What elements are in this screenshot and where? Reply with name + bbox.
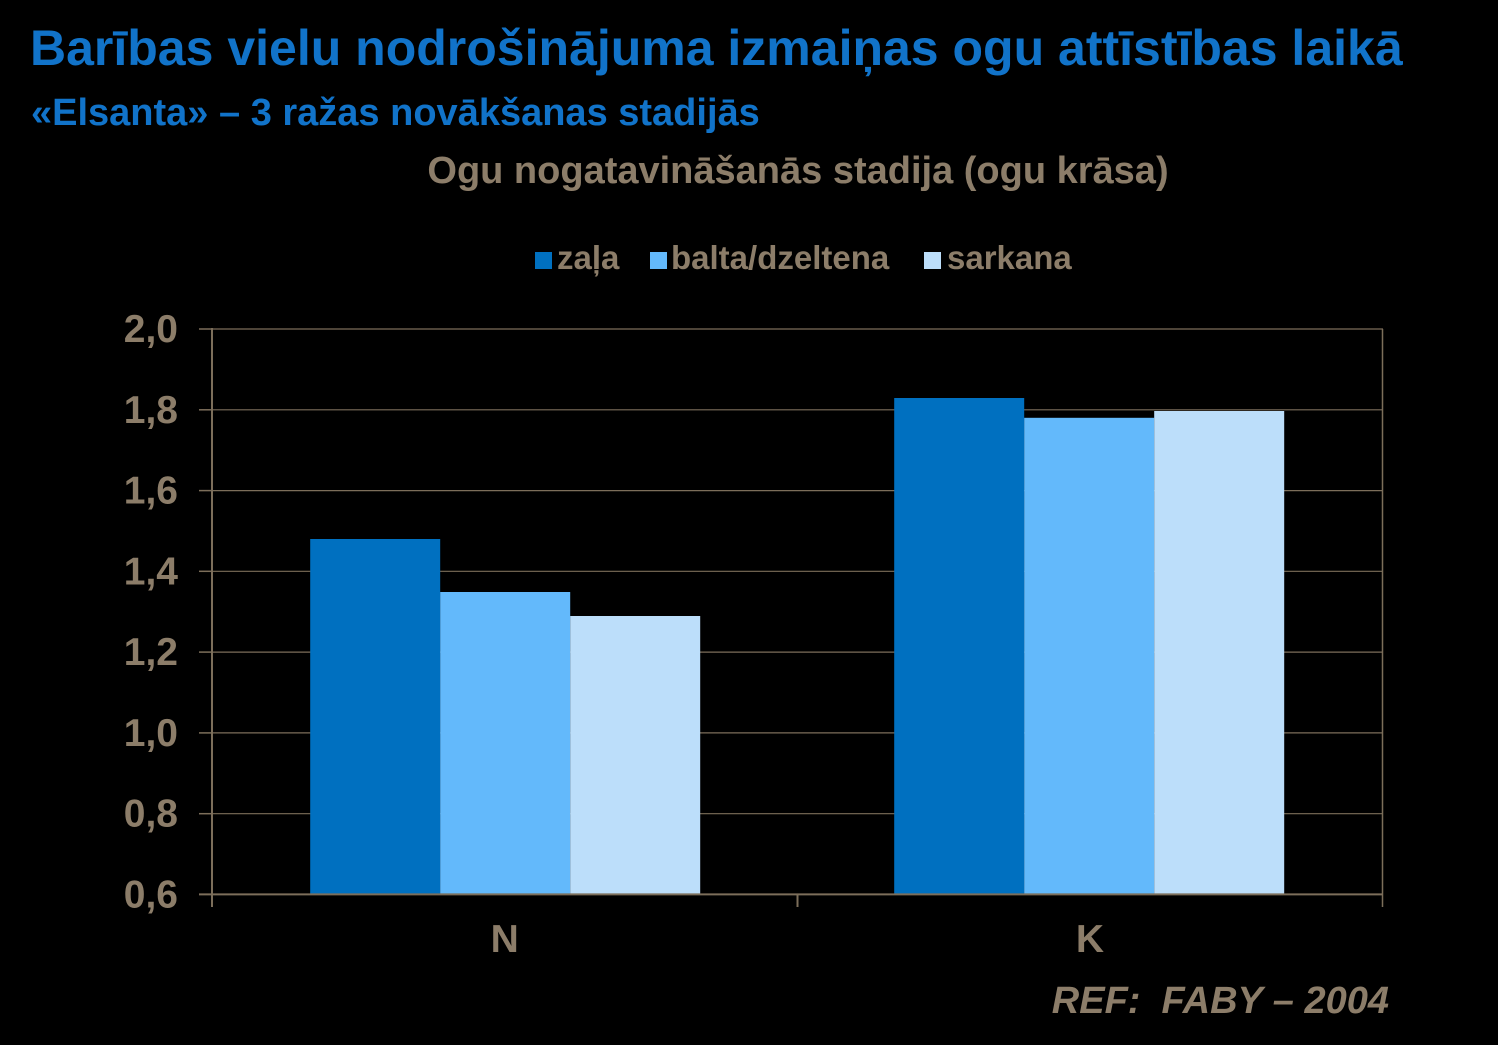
svg-text:Barības vielu nodrošinājuma iz: Barības vielu nodrošinājuma izmaiņas ogu…	[30, 20, 1404, 76]
svg-text:1,6: 1,6	[124, 470, 178, 513]
svg-text:0,6: 0,6	[124, 873, 178, 916]
svg-text:1,0: 1,0	[124, 712, 178, 755]
svg-text:1,8: 1,8	[124, 389, 178, 432]
svg-text:balta/dzeltena: balta/dzeltena	[671, 239, 890, 276]
svg-text:1,2: 1,2	[124, 631, 178, 674]
svg-text:zaļa: zaļa	[557, 239, 620, 276]
svg-text:1,4: 1,4	[124, 550, 179, 593]
svg-text:sarkana: sarkana	[947, 239, 1072, 276]
svg-text:N: N	[491, 918, 519, 961]
svg-text:«Elsanta» – 3 ražas novākšanas: «Elsanta» – 3 ražas novākšanas stadijās	[31, 92, 760, 134]
svg-text:K: K	[1076, 918, 1104, 961]
svg-text:REF: FABY – 2004: REF: FABY – 2004	[1052, 980, 1389, 1022]
svg-text:2,0: 2,0	[124, 308, 178, 351]
svg-text:0,8: 0,8	[124, 793, 178, 836]
svg-text:Ogu nogatavināšanās stadija (o: Ogu nogatavināšanās stadija (ogu krāsa)	[427, 150, 1168, 192]
